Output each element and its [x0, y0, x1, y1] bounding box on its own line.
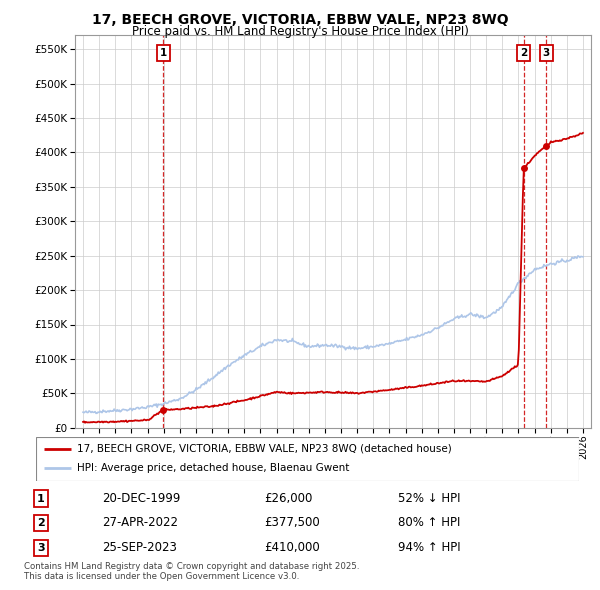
Text: 52% ↓ HPI: 52% ↓ HPI [398, 492, 460, 505]
Text: 3: 3 [543, 48, 550, 58]
Text: 2: 2 [37, 518, 44, 528]
Text: 17, BEECH GROVE, VICTORIA, EBBW VALE, NP23 8WQ (detached house): 17, BEECH GROVE, VICTORIA, EBBW VALE, NP… [77, 444, 451, 454]
Text: 2: 2 [520, 48, 527, 58]
Text: 27-APR-2022: 27-APR-2022 [102, 516, 178, 529]
Text: 80% ↑ HPI: 80% ↑ HPI [398, 516, 460, 529]
Text: 1: 1 [160, 48, 167, 58]
Text: Contains HM Land Registry data © Crown copyright and database right 2025.
This d: Contains HM Land Registry data © Crown c… [24, 562, 359, 581]
Text: £26,000: £26,000 [264, 492, 313, 505]
Text: 3: 3 [37, 543, 44, 553]
Text: £410,000: £410,000 [264, 542, 320, 555]
Text: 20-DEC-1999: 20-DEC-1999 [102, 492, 181, 505]
Text: 17, BEECH GROVE, VICTORIA, EBBW VALE, NP23 8WQ: 17, BEECH GROVE, VICTORIA, EBBW VALE, NP… [92, 13, 508, 27]
Text: 94% ↑ HPI: 94% ↑ HPI [398, 542, 460, 555]
Text: Price paid vs. HM Land Registry's House Price Index (HPI): Price paid vs. HM Land Registry's House … [131, 25, 469, 38]
Text: £377,500: £377,500 [264, 516, 320, 529]
Text: 25-SEP-2023: 25-SEP-2023 [102, 542, 177, 555]
FancyBboxPatch shape [36, 437, 579, 481]
Text: 1: 1 [37, 494, 44, 503]
Text: HPI: Average price, detached house, Blaenau Gwent: HPI: Average price, detached house, Blae… [77, 463, 349, 473]
